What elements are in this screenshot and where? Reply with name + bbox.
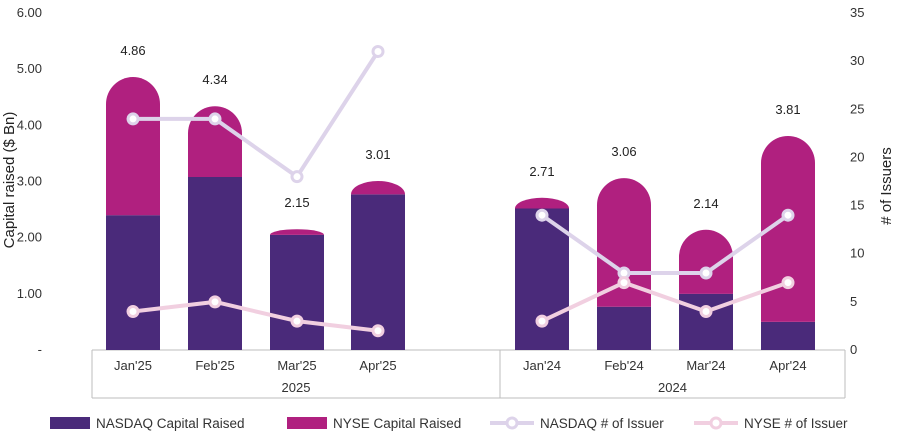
- bar-series: [106, 77, 815, 350]
- bar-nasdaq-mar-25: [270, 234, 324, 350]
- x-tick-label: Jan'25: [114, 358, 152, 373]
- point-nyse-of-issuer-apr-24: [781, 276, 795, 290]
- y-left-tick-label: 5.00: [17, 61, 42, 76]
- point-nasdaq-of-issuer-apr-24: [781, 208, 795, 222]
- group-labels: 2025 2024: [282, 380, 687, 395]
- x-tick-label: Mar'24: [686, 358, 725, 373]
- x-tick-label: Jan'24: [523, 358, 561, 373]
- line-nyse-of-issuer: [541, 280, 789, 323]
- line-series: [126, 45, 795, 338]
- y-right-tick-label: 25: [850, 101, 864, 116]
- bar-nyse-jan-24: [515, 197, 569, 209]
- y-right-axis: 0 5 10 15 20 25 30 35: [850, 5, 864, 357]
- line-nyse-of-issuer: [132, 299, 379, 333]
- y-left-axis: - 1.00 2.00 3.00 4.00 5.00 6.00: [17, 5, 42, 357]
- point-nyse-of-issuer-jan-24: [535, 314, 549, 328]
- x-tick-label: Apr'24: [769, 358, 806, 373]
- y-left-tick-label: 1.00: [17, 286, 42, 301]
- legend-label: NYSE # of Issuer: [744, 416, 848, 431]
- point-nyse-of-issuer-feb-24: [617, 276, 631, 290]
- data-labels: 4.86 4.34 2.15 3.01 2.71 3.06 2.14 3.81: [120, 43, 800, 211]
- total-label-apr-24: 3.81: [775, 102, 800, 117]
- y-right-tick-label: 30: [850, 53, 864, 68]
- total-label-feb-25: 4.34: [202, 72, 227, 87]
- legend-swatch: [50, 417, 90, 429]
- legend-marker: [505, 416, 519, 430]
- point-nasdaq-of-issuer-jan-25: [126, 112, 140, 126]
- y-right-tick-label: 35: [850, 5, 864, 20]
- x-tick-label: Apr'25: [359, 358, 396, 373]
- y-right-tick-label: 10: [850, 246, 864, 261]
- total-label-jan-25: 4.86: [120, 43, 145, 58]
- bar-nyse-apr-24: [761, 136, 815, 322]
- legend-item-nasdaq-capital-raised: NASDAQ Capital Raised: [50, 416, 245, 431]
- bar-nasdaq-feb-24: [597, 306, 651, 350]
- point-nasdaq-of-issuer-jan-24: [535, 208, 549, 222]
- total-label-mar-24: 2.14: [693, 196, 718, 211]
- x-tick-label: Feb'24: [604, 358, 643, 373]
- bar-nyse-apr-25: [351, 180, 405, 195]
- y-left-axis-title: Capital raised ($ Bn): [1, 112, 18, 249]
- y-left-tick-label: -: [38, 342, 42, 357]
- y-right-tick-label: 0: [850, 342, 857, 357]
- point-nyse-of-issuer-apr-25: [371, 324, 385, 338]
- point-nasdaq-of-issuer-feb-25: [208, 112, 222, 126]
- line-nasdaq-of-issuer: [133, 50, 380, 179]
- point-nasdaq-of-issuer-mar-24: [699, 266, 713, 280]
- point-nyse-of-issuer-mar-25: [290, 314, 304, 328]
- line-nasdaq-of-issuer: [540, 213, 790, 275]
- total-label-feb-24: 3.06: [611, 144, 636, 159]
- legend-swatch: [287, 417, 327, 429]
- y-left-tick-label: 2.00: [17, 230, 42, 245]
- bar-nasdaq-apr-24: [761, 321, 815, 350]
- bar-nasdaq-jan-25: [106, 215, 160, 350]
- group-label: 2024: [658, 380, 687, 395]
- bar-nyse-jan-25: [106, 77, 160, 216]
- y-right-tick-label: 15: [850, 198, 864, 213]
- legend-label: NASDAQ # of Issuer: [540, 416, 664, 431]
- legend-label: NYSE Capital Raised: [333, 416, 461, 431]
- bar-nasdaq-mar-24: [679, 293, 733, 350]
- x-tick-label: Mar'25: [277, 358, 316, 373]
- y-left-tick-label: 6.00: [17, 5, 42, 20]
- bar-nasdaq-feb-25: [188, 177, 242, 350]
- bar-nyse-feb-25: [188, 106, 242, 178]
- point-nasdaq-of-issuer-mar-25: [290, 170, 304, 184]
- y-right-axis-title: # of Issuers: [878, 147, 895, 225]
- point-nyse-of-issuer-feb-25: [208, 295, 222, 309]
- y-left-tick-label: 4.00: [17, 117, 42, 132]
- point-nyse-of-issuer-jan-25: [126, 304, 140, 318]
- y-left-tick-label: 3.00: [17, 174, 42, 189]
- total-label-mar-25: 2.15: [284, 195, 309, 210]
- bar-nyse-mar-25: [270, 229, 324, 235]
- y-right-tick-label: 5: [850, 294, 857, 309]
- legend-item-nyse-capital-raised: NYSE Capital Raised: [287, 416, 461, 431]
- legend-label: NASDAQ Capital Raised: [96, 416, 245, 431]
- bar-nasdaq-apr-25: [351, 194, 405, 350]
- legend: NASDAQ Capital Raised NYSE Capital Raised…: [50, 416, 848, 431]
- point-nyse-of-issuer-mar-24: [699, 304, 713, 318]
- group-label: 2025: [282, 380, 311, 395]
- x-tick-label: Feb'25: [195, 358, 234, 373]
- total-label-jan-24: 2.71: [529, 164, 554, 179]
- legend-item-nyse-of-issuer: NYSE # of Issuer: [694, 416, 848, 431]
- legend-item-nasdaq-of-issuer: NASDAQ # of Issuer: [490, 416, 664, 431]
- bar-nyse-mar-24: [679, 229, 733, 294]
- total-label-apr-25: 3.01: [365, 147, 390, 162]
- y-right-tick-label: 20: [850, 149, 864, 164]
- legend-marker: [709, 416, 723, 430]
- point-nasdaq-of-issuer-apr-25: [371, 45, 385, 59]
- x-tick-labels: Jan'25 Feb'25 Mar'25 Apr'25 Jan'24 Feb'24 Mar'…: [114, 358, 807, 373]
